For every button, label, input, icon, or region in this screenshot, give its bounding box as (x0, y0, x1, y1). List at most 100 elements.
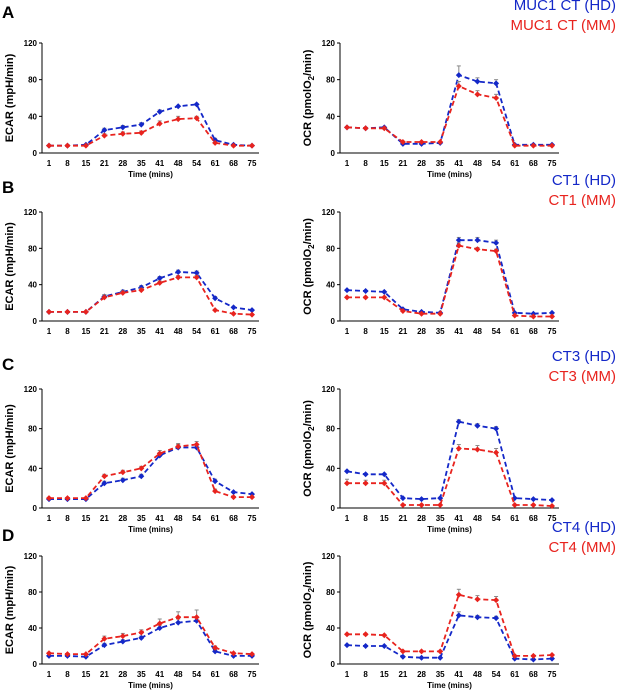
x-tick-label: 8 (363, 514, 368, 523)
data-point-hd (362, 288, 369, 295)
data-point-hd (212, 648, 219, 655)
data-point-mm (474, 91, 481, 98)
panel-letter-d: D (2, 526, 14, 545)
x-tick-label: 41 (155, 514, 164, 523)
legend-hd: MUC1 CT (HD) (514, 0, 616, 14)
x-tick-label: 48 (473, 514, 482, 523)
data-point-hd (549, 497, 555, 504)
x-tick-label: 8 (65, 670, 70, 679)
data-point-mm (249, 311, 255, 318)
chart-b-ecar: 0 40 80 120 1 8 15 21 28 35 41 48 54 61 68 75 ECAR (mpH/… (4, 208, 259, 336)
x-tick-label: 15 (81, 670, 90, 679)
data-point-mm (156, 279, 163, 286)
data-point-mm (249, 494, 255, 501)
data-point-hd (455, 418, 462, 425)
data-point-mm (175, 116, 182, 123)
series-line-mm (347, 447, 553, 507)
data-point-mm (64, 308, 71, 315)
x-tick-label: 75 (248, 670, 257, 679)
x-tick-label: 68 (529, 327, 538, 336)
x-tick-label: 54 (192, 327, 201, 336)
x-tick-label: 28 (417, 514, 426, 523)
data-point-mm (82, 495, 89, 502)
data-point-hd (381, 643, 388, 649)
data-point-hd (474, 614, 481, 621)
x-tick-label: 68 (529, 670, 538, 679)
y-axis-label: ECAR (mpH/min) (4, 53, 16, 142)
x-tick-label: 28 (417, 327, 426, 336)
data-point-hd (493, 425, 500, 432)
x-tick-label: 35 (436, 327, 445, 336)
x-tick-label: 15 (81, 159, 90, 168)
x-tick-label: 21 (100, 670, 109, 679)
data-point-hd (418, 496, 425, 503)
data-point-hd (437, 654, 444, 661)
data-point-hd (119, 124, 126, 131)
x-axis-label: Time (mins) (427, 170, 472, 179)
data-point-hd (381, 288, 388, 295)
data-point-mm (230, 310, 237, 317)
data-point-mm (101, 635, 108, 642)
y-tick-label: 80 (326, 76, 335, 85)
data-point-mm (474, 246, 481, 253)
data-point-mm (381, 125, 388, 132)
panel-letter-c: C (2, 355, 14, 374)
data-point-mm (82, 142, 89, 149)
x-tick-label: 35 (137, 514, 146, 523)
x-tick-label: 21 (100, 159, 109, 168)
data-point-mm (455, 83, 462, 90)
series-line-mm (49, 117, 252, 147)
x-tick-label: 1 (345, 159, 350, 168)
data-point-hd (212, 295, 219, 302)
data-point-hd (399, 495, 406, 502)
x-tick-label: 68 (229, 514, 238, 523)
y-tick-label: 120 (322, 208, 336, 217)
legend-mm: CT1 (MM) (549, 192, 617, 209)
x-tick-label: 8 (363, 670, 368, 679)
chart-c-ecar: 0 40 80 120 1 8 15 21 28 35 41 48 54 61 68 75 Time (mins… (4, 385, 259, 534)
data-point-mm (418, 139, 425, 145)
x-tick-label: 61 (211, 514, 220, 523)
data-point-hd (418, 654, 425, 661)
data-point-mm (549, 313, 555, 320)
chart-a-ecar: 0 40 80 120 1 8 15 21 28 35 41 48 54 61 68 75 Time (mins… (4, 39, 259, 179)
x-tick-label: 68 (229, 159, 238, 168)
data-point-hd (455, 237, 462, 244)
data-point-mm (362, 125, 369, 132)
x-tick-label: 54 (192, 159, 201, 168)
series-line-hd (49, 446, 253, 501)
data-point-mm (381, 480, 388, 487)
y-tick-label: 80 (28, 244, 37, 253)
series-line-hd (49, 103, 253, 147)
data-point-mm (101, 473, 108, 480)
y-tick-label: 120 (24, 39, 38, 48)
series-line-mm (346, 84, 552, 147)
y-tick-label: 0 (331, 660, 336, 669)
data-point-mm (474, 446, 481, 453)
data-point-hd (156, 275, 163, 282)
legend-hd: CT3 (HD) (552, 348, 616, 365)
y-tick-label: 40 (326, 281, 335, 290)
chart-c-ocr: 0 40 80 120 1 8 15 21 28 35 41 48 54 61 68 75 Time (mins… (302, 348, 616, 534)
data-point-mm (511, 312, 518, 319)
x-tick-label: 48 (174, 159, 183, 168)
x-tick-label: 54 (492, 159, 501, 168)
x-axis-label: Time (mins) (128, 525, 173, 534)
data-point-mm (344, 631, 350, 638)
data-point-mm (493, 248, 500, 255)
data-point-hd (474, 422, 481, 429)
data-point-hd (493, 615, 500, 622)
data-point-mm (493, 95, 500, 101)
y-axis-label: OCR (pmolO2/min) (302, 561, 316, 658)
x-axis-label: Time (mins) (427, 681, 472, 690)
data-point-mm (493, 449, 500, 456)
data-point-mm (193, 441, 200, 448)
y-tick-label: 40 (326, 624, 335, 633)
data-point-hd (212, 478, 219, 485)
data-point-mm (381, 632, 388, 639)
x-tick-label: 1 (47, 514, 52, 523)
data-point-mm (138, 629, 145, 636)
data-point-hd (362, 643, 369, 649)
x-tick-label: 15 (380, 327, 389, 336)
data-point-mm (511, 142, 518, 149)
